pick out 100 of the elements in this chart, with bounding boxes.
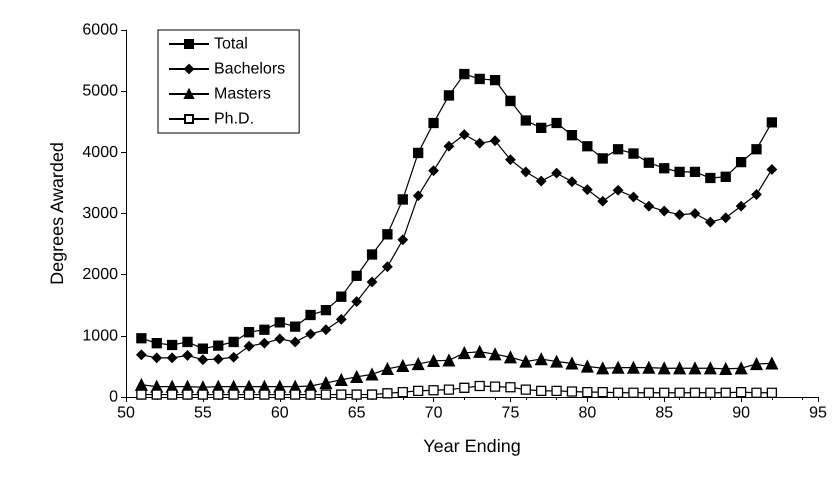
point	[320, 324, 332, 335]
point	[398, 194, 408, 205]
point	[382, 262, 393, 272]
point	[228, 352, 239, 362]
point	[598, 386, 608, 398]
point	[766, 164, 778, 175]
point	[136, 389, 147, 400]
legend-label: Total	[214, 36, 248, 52]
point	[396, 360, 409, 372]
point	[459, 68, 470, 80]
point	[182, 350, 193, 361]
point	[720, 172, 731, 182]
point	[720, 212, 731, 223]
point	[244, 327, 254, 338]
point	[720, 362, 732, 376]
point	[428, 166, 439, 176]
point	[213, 340, 224, 351]
point	[690, 208, 700, 219]
point	[736, 386, 746, 398]
point	[736, 156, 746, 168]
point	[459, 129, 470, 140]
point	[366, 389, 378, 400]
point	[720, 388, 731, 398]
point	[566, 386, 578, 397]
point	[598, 196, 608, 206]
point	[673, 362, 686, 374]
x-tick-label: 95	[809, 404, 827, 422]
x-tick-label: 90	[732, 404, 750, 422]
point	[274, 389, 285, 400]
point	[136, 333, 147, 344]
point	[766, 388, 778, 398]
point	[352, 296, 362, 307]
point	[520, 115, 531, 126]
point	[536, 122, 546, 134]
point	[490, 75, 500, 86]
point	[382, 229, 393, 240]
point	[474, 74, 485, 84]
point	[751, 388, 762, 398]
point	[305, 310, 316, 320]
point	[442, 354, 456, 366]
legend-label: Ph.D.	[214, 110, 254, 128]
y-tick-label: 4000	[82, 144, 118, 161]
point	[581, 360, 594, 373]
point	[320, 376, 332, 390]
point	[413, 148, 424, 158]
point	[705, 388, 716, 398]
point	[274, 334, 285, 344]
point	[198, 389, 208, 400]
point	[488, 348, 502, 360]
point	[612, 144, 624, 154]
point	[336, 314, 346, 324]
point	[505, 154, 516, 165]
point	[244, 341, 254, 352]
point	[458, 346, 470, 360]
point	[336, 389, 346, 400]
point	[444, 90, 454, 101]
point	[705, 172, 716, 184]
point	[505, 382, 516, 392]
point	[751, 144, 762, 154]
x-tick-label: 70	[424, 404, 443, 422]
point	[659, 206, 670, 216]
point	[228, 336, 239, 348]
point	[336, 292, 346, 302]
point	[350, 370, 363, 383]
y-tick-label: 2000	[82, 266, 118, 284]
point	[152, 389, 162, 400]
point	[305, 328, 316, 340]
point	[428, 385, 439, 396]
point	[290, 389, 300, 400]
point	[535, 352, 548, 366]
point	[520, 355, 532, 368]
point	[566, 176, 578, 187]
x-tick-label: 65	[348, 404, 366, 422]
point	[136, 350, 147, 360]
point	[628, 192, 639, 202]
x-axis-title: Year Ending	[423, 436, 521, 456]
y-axis-title: Degrees Awarded	[47, 142, 67, 285]
point	[674, 166, 685, 178]
point	[444, 384, 454, 395]
y-tick-label: 6000	[82, 22, 118, 38]
point	[444, 141, 454, 152]
point	[750, 358, 763, 370]
point	[536, 386, 546, 396]
point	[644, 158, 654, 168]
point	[166, 340, 178, 350]
point	[474, 138, 485, 148]
point	[198, 354, 208, 365]
y-tick-label: 1000	[82, 327, 118, 344]
point	[398, 386, 408, 398]
point	[596, 362, 609, 374]
point	[413, 190, 424, 201]
point	[166, 389, 178, 400]
point	[766, 357, 778, 370]
point	[259, 338, 270, 348]
point	[659, 388, 670, 398]
point	[612, 185, 624, 196]
legend-label: Bachelors	[214, 60, 286, 78]
point	[320, 304, 332, 316]
point	[366, 276, 378, 288]
point	[644, 201, 654, 212]
